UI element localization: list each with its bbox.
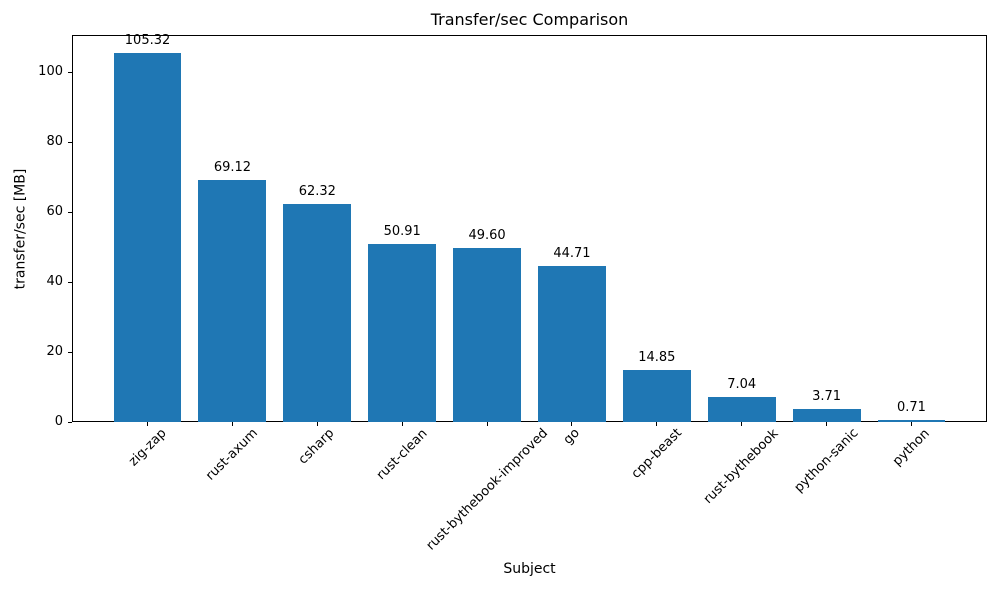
x-tick-label: rust-clean xyxy=(373,425,431,483)
y-tick-label: 100 xyxy=(38,64,63,80)
bar-value-label: 7.04 xyxy=(727,377,757,393)
bar xyxy=(113,53,182,422)
x-tick-label: python xyxy=(889,425,933,469)
bar xyxy=(453,248,521,422)
bar-value-label: 50.91 xyxy=(383,223,421,239)
bar-value-label: 3.71 xyxy=(812,389,842,405)
bar xyxy=(368,243,437,422)
y-tick-mark xyxy=(68,421,72,423)
y-axis-label: transfer/sec [MB] xyxy=(11,168,28,289)
x-tick-label: go xyxy=(560,425,583,448)
x-tick-mark xyxy=(656,422,658,426)
y-tick-mark xyxy=(68,351,72,353)
y-tick-label: 80 xyxy=(46,134,63,150)
bar xyxy=(537,265,606,422)
x-tick-label: rust-bythebook-improved xyxy=(423,425,551,554)
bar-value-label: 14.85 xyxy=(638,350,676,366)
y-tick-mark xyxy=(68,211,72,213)
y-tick-label: 60 xyxy=(46,204,63,220)
y-tick-mark xyxy=(68,71,72,73)
bar-value-label: 62.32 xyxy=(298,183,336,199)
x-tick-mark xyxy=(316,422,318,426)
bar xyxy=(877,419,946,422)
bar xyxy=(707,397,776,422)
x-tick-label: rust-axum xyxy=(203,426,261,484)
bar-value-label: 44.71 xyxy=(553,245,591,261)
x-tick-label: cpp-beast xyxy=(628,425,685,483)
x-axis-label: Subject xyxy=(503,561,556,577)
bar xyxy=(622,370,691,422)
y-tick-label: 0 xyxy=(54,414,63,429)
x-tick-mark xyxy=(826,422,828,426)
chart-title: Transfer/sec Comparison xyxy=(430,10,629,29)
x-tick-mark xyxy=(571,422,573,426)
y-tick-mark xyxy=(68,141,72,143)
x-tick-label: zig-zap xyxy=(125,425,170,470)
x-tick-mark xyxy=(486,422,488,426)
x-tick-label: csharp xyxy=(296,426,338,468)
bar xyxy=(283,203,352,422)
bar xyxy=(198,180,267,422)
x-tick-mark xyxy=(401,422,403,426)
x-tick-mark xyxy=(147,422,149,426)
y-tick-mark xyxy=(68,281,72,283)
x-tick-mark xyxy=(910,422,912,426)
y-tick-label: 20 xyxy=(46,344,63,359)
bar xyxy=(792,409,861,422)
x-tick-mark xyxy=(741,422,743,426)
x-tick-mark xyxy=(231,422,233,426)
bar-value-label: 0.71 xyxy=(896,399,926,415)
x-tick-label: rust-bythebook xyxy=(701,425,782,507)
bar-value-label: 49.60 xyxy=(468,228,506,244)
y-tick-label: 40 xyxy=(46,274,63,290)
bar-value-label: 69.12 xyxy=(213,160,252,176)
bar-value-label: 105.32 xyxy=(124,33,171,49)
x-tick-label: python-sanic xyxy=(791,426,862,496)
